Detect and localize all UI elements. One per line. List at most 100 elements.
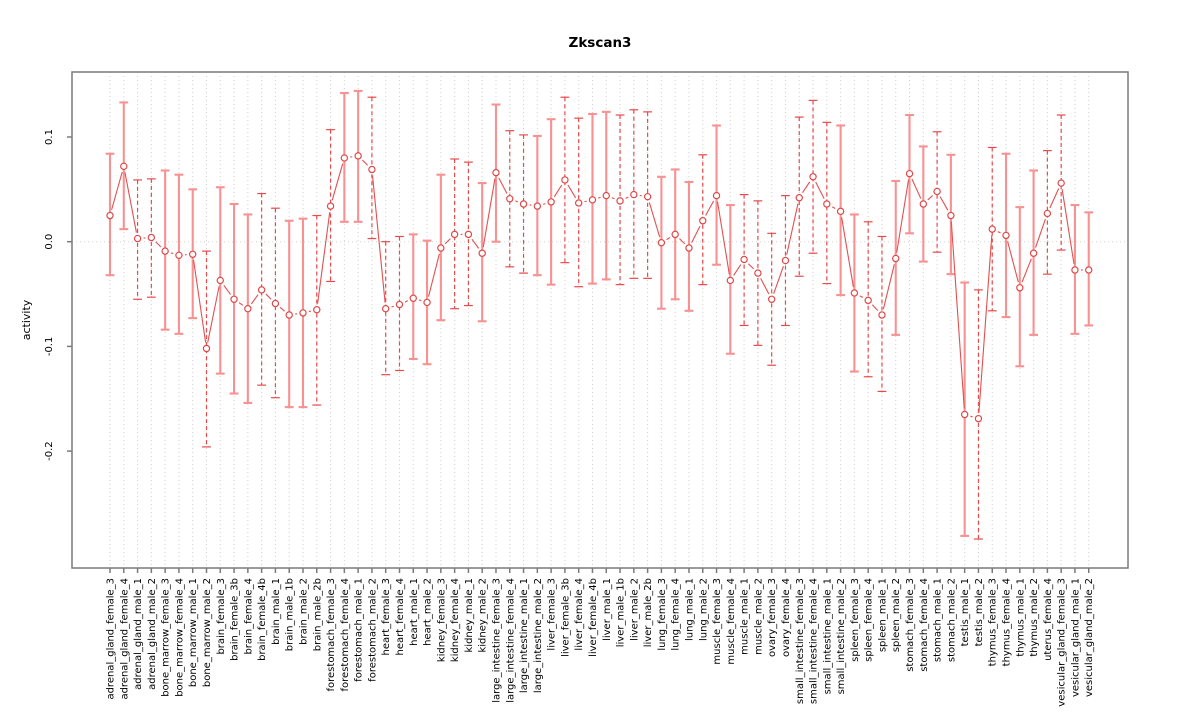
- x-tick-label: small_intestine_female_3: [795, 578, 806, 704]
- x-tick-label: muscle_female_4: [726, 578, 737, 665]
- data-point: [244, 305, 252, 313]
- x-tick-label: muscle_female_3: [712, 578, 723, 665]
- x-tick-label: large_intestine_male_1: [519, 578, 530, 693]
- data-point: [147, 233, 156, 242]
- series-segment: [250, 294, 259, 305]
- series-segment: [760, 278, 770, 295]
- data-point: [1043, 209, 1052, 218]
- data-point: [947, 211, 955, 220]
- x-tick-label: adrenal_gland_male_2: [147, 578, 158, 690]
- series-segment: [841, 217, 854, 288]
- series-segment: [786, 203, 799, 255]
- x-tick-label: kidney_female_4: [450, 578, 461, 662]
- data-point: [974, 414, 983, 423]
- data-point: [1029, 249, 1038, 257]
- x-tick-label: heart_male_2: [423, 578, 434, 646]
- x-tick-label: forestomach_female_4: [340, 578, 351, 691]
- x-tick-label: liver_male_2b: [643, 578, 654, 647]
- y-tick-label: -0.2: [44, 441, 55, 461]
- data-point: [960, 410, 969, 419]
- x-tick-label: spleen_female_3: [850, 578, 861, 662]
- x-tick-label: thymus_male_1: [1015, 578, 1026, 657]
- series-segment: [155, 241, 162, 248]
- series-segment: [939, 196, 949, 211]
- x-tick-label: spleen_female_4: [864, 578, 875, 662]
- data-point: [1016, 284, 1024, 292]
- series-segment: [553, 184, 563, 198]
- x-tick-label: brain_male_1b: [285, 578, 296, 651]
- x-tick-label: adrenal_gland_male_1: [133, 578, 144, 690]
- data-point: [630, 190, 638, 199]
- data-point: [533, 202, 542, 210]
- data-point: [271, 299, 280, 308]
- x-tick-label: brain_male_2: [298, 578, 309, 645]
- x-tick-label: forestomach_female_3: [326, 578, 337, 691]
- x-tick-label: brain_male_2b: [312, 578, 323, 651]
- x-tick-label: spleen_male_1: [877, 578, 888, 652]
- series-segment: [970, 415, 973, 418]
- x-tick-label: stomach_female_3: [905, 578, 916, 672]
- x-tick-label: liver_female_4: [574, 578, 585, 651]
- series-segment: [207, 286, 220, 343]
- data-point: [767, 295, 776, 303]
- series-segment: [427, 253, 440, 297]
- x-tick-label: ovary_female_3: [767, 578, 778, 657]
- x-tick-label: muscle_male_1: [740, 578, 751, 655]
- data-point: [988, 225, 996, 233]
- x-tick-label: spleen_male_2: [891, 578, 902, 652]
- data-point: [657, 239, 666, 247]
- data-point: [547, 198, 555, 206]
- data-point: [120, 162, 128, 171]
- x-tick-label: lung_female_3: [657, 578, 668, 651]
- series-segment: [331, 163, 344, 201]
- series-segment: [482, 178, 496, 248]
- x-tick-label: brain_female_4: [243, 578, 254, 655]
- x-tick-label: ovary_female_4: [781, 578, 792, 657]
- series-segment: [170, 252, 174, 255]
- data-point: [602, 191, 610, 200]
- x-tick-label: large_intestine_male_2: [533, 578, 544, 693]
- series-segment: [648, 202, 661, 238]
- series-segment: [679, 238, 686, 245]
- x-tick-label: vesicular_gland_female_3: [1057, 578, 1068, 707]
- data-point: [409, 294, 417, 302]
- x-tick-label: kidney_male_1: [464, 578, 475, 653]
- y-tick-label: 0.1: [44, 129, 55, 145]
- series-segment: [927, 195, 934, 201]
- data-point: [823, 200, 831, 208]
- series-segment: [911, 178, 922, 199]
- x-tick-label: liver_male_2: [629, 578, 640, 641]
- series-segment: [625, 196, 629, 199]
- x-tick-label: forestomach_male_2: [367, 578, 378, 682]
- x-tick-label: adrenal_gland_female_3: [106, 578, 117, 700]
- x-tick-label: small_intestine_male_2: [836, 578, 847, 694]
- data-point: [161, 247, 169, 255]
- x-tick-label: liver_female_4b: [588, 578, 599, 657]
- series-segment: [444, 238, 451, 245]
- y-axis-label: activity: [20, 299, 33, 340]
- data-point: [712, 191, 721, 200]
- data-point: [464, 230, 473, 239]
- data-point: [643, 192, 652, 201]
- series-segment: [418, 299, 422, 302]
- data-point: [1071, 266, 1079, 274]
- grid-layer: [72, 72, 1128, 568]
- x-tick-label: stomach_male_1: [933, 578, 944, 662]
- data-point: [285, 311, 293, 319]
- y-tick-label: 0.0: [44, 234, 55, 250]
- data-point: [106, 211, 114, 220]
- data-point: [933, 187, 941, 196]
- plot-border: [71, 71, 1129, 569]
- x-tick-label: stomach_male_2: [946, 578, 957, 662]
- series-segment: [950, 221, 965, 409]
- series-segment: [391, 305, 394, 308]
- data-point: [809, 173, 817, 181]
- x-tick-label: liver_male_1: [602, 578, 613, 641]
- data-point: [699, 217, 707, 225]
- series-segment: [691, 225, 701, 243]
- data-point: [588, 196, 597, 204]
- data-point: [175, 251, 183, 260]
- data-point: [340, 154, 349, 162]
